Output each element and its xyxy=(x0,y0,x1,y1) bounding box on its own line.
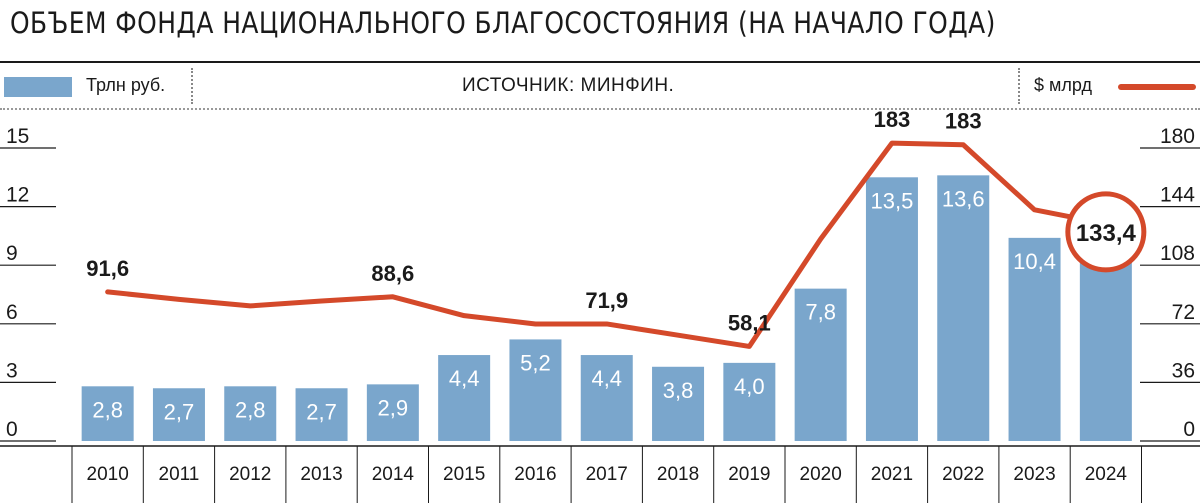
x-axis-tick-label: 2013 xyxy=(300,464,342,485)
chart-title: ОБЪЕМ ФОНДА НАЦИОНАЛЬНОГО БЛАГОСОСТОЯНИЯ… xyxy=(10,6,996,40)
x-axis-tick-label: 2016 xyxy=(514,464,556,485)
x-axis-tick-label: 2011 xyxy=(159,464,200,485)
bar-value-label: 2,8 xyxy=(92,397,123,422)
bar-value-label: 2,9 xyxy=(378,395,409,420)
x-axis-tick-label: 2021 xyxy=(871,464,913,485)
line-value-label: 71,9 xyxy=(585,288,628,313)
x-axis-tick-label: 2023 xyxy=(1013,464,1055,485)
left-axis-tick-label: 9 xyxy=(6,242,18,265)
x-axis-tick-label: 2012 xyxy=(229,464,271,485)
x-axis-tick-label: 2024 xyxy=(1085,464,1128,485)
title-rule xyxy=(0,61,1200,63)
bar xyxy=(438,355,491,441)
legend-label-left: Трлн руб. xyxy=(86,75,166,95)
legend-label-right: $ млрд xyxy=(1034,75,1092,95)
bar-value-label: 4,0 xyxy=(734,374,765,399)
bar xyxy=(366,384,419,441)
x-axis-tick-label: 2019 xyxy=(728,464,770,485)
bar-value-label: 7,8 xyxy=(805,300,836,325)
bar xyxy=(652,366,705,441)
bar xyxy=(937,175,990,441)
bar xyxy=(1008,237,1061,441)
left-axis-tick-label: 12 xyxy=(6,184,29,207)
bar xyxy=(81,386,134,441)
legend-rule xyxy=(0,108,1200,110)
bar-value-label: 4,4 xyxy=(591,366,622,391)
x-axis-tick-label: 2015 xyxy=(443,464,485,485)
left-axis-tick-label: 3 xyxy=(6,359,18,382)
line-value-label: 183 xyxy=(874,107,911,132)
left-axis-tick-label: 15 xyxy=(6,125,29,148)
legend: Трлн руб. ИСТОЧНИК: МИНФИН. $ млрд xyxy=(0,64,1200,108)
source-note: ИСТОЧНИК: МИНФИН. xyxy=(462,75,675,96)
line-value-label: 88,6 xyxy=(371,261,414,286)
line-value-label: 58,1 xyxy=(728,310,771,335)
left-axis-tick-label: 6 xyxy=(6,301,18,324)
bar-value-label: 2,8 xyxy=(235,397,266,422)
bar xyxy=(295,388,348,441)
left-axis-tick-label: 0 xyxy=(6,418,18,441)
bar-value-label: 2,7 xyxy=(306,399,337,424)
right-axis-tick-label: 144 xyxy=(1160,184,1195,207)
x-axis-tick-label: 2014 xyxy=(372,464,415,485)
bar xyxy=(723,362,776,441)
highlight-circle xyxy=(1065,191,1147,273)
line-value-label: 183 xyxy=(945,109,982,134)
bar xyxy=(224,386,277,441)
legend-swatch-bar xyxy=(4,77,72,97)
right-axis-tick-label: 108 xyxy=(1160,242,1195,265)
right-axis-tick-label: 0 xyxy=(1183,418,1195,441)
bar xyxy=(580,355,633,441)
bar-value-label: 2,7 xyxy=(164,399,195,424)
right-axis-tick-label: 180 xyxy=(1160,125,1195,148)
bar-value-label: 10,4 xyxy=(1013,249,1056,274)
x-axis-tick-label: 2017 xyxy=(586,464,628,485)
right-axis-tick-label: 36 xyxy=(1172,359,1195,382)
bar-value-label: 13,6 xyxy=(942,186,985,211)
x-axis-tick-label: 2022 xyxy=(942,464,984,485)
highlight-value-label: 133,4 xyxy=(1076,220,1137,247)
legend-separator xyxy=(1018,68,1020,104)
bar-value-label: 4,4 xyxy=(449,366,480,391)
x-axis-tick-label: 2010 xyxy=(87,464,129,485)
right-axis-tick-label: 72 xyxy=(1172,301,1195,324)
bar xyxy=(509,339,562,441)
bar-value-label: 5,2 xyxy=(520,350,551,375)
legend-separator xyxy=(191,68,193,104)
bar-value-label: 13,5 xyxy=(871,188,914,213)
x-axis-tick-label: 2018 xyxy=(657,464,699,485)
line-series-usd xyxy=(105,140,1109,349)
legend-swatch-line xyxy=(1118,84,1196,90)
bar xyxy=(865,177,918,442)
bar xyxy=(152,388,205,441)
x-axis-tick-label: 2020 xyxy=(800,464,842,485)
bar xyxy=(794,288,847,441)
line-value-label: 91,6 xyxy=(86,256,129,281)
bar-value-label: 3,8 xyxy=(663,378,694,403)
